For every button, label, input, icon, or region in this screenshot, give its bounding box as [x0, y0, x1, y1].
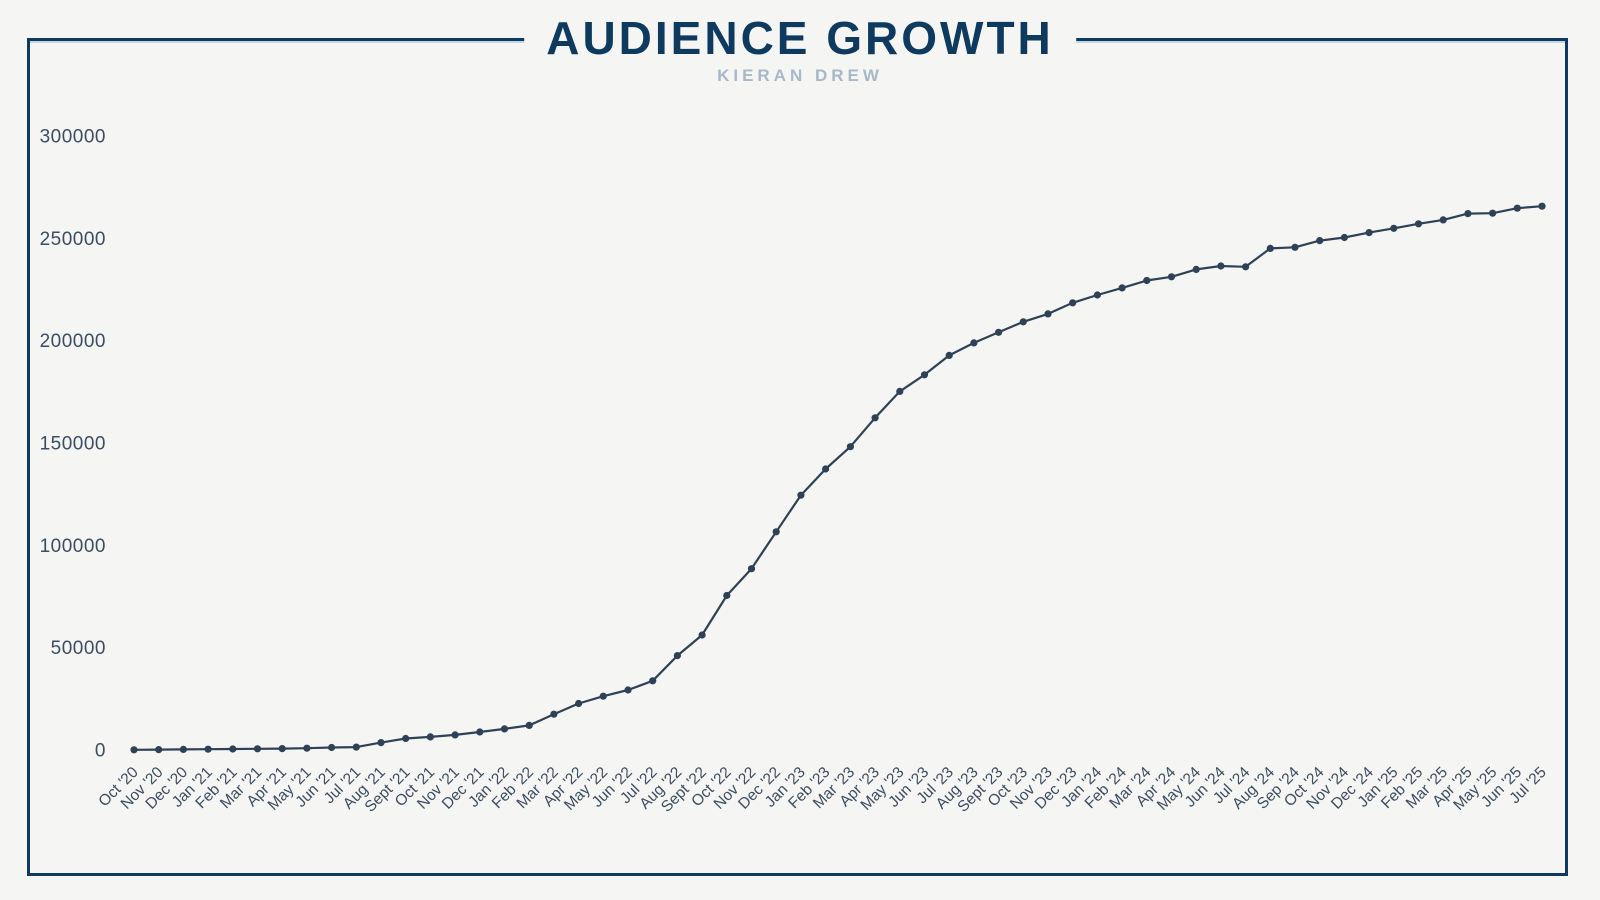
- y-tick-label: 200000: [40, 331, 106, 352]
- data-point: [1538, 202, 1546, 210]
- data-point: [871, 414, 879, 422]
- data-point: [698, 631, 706, 639]
- data-point: [1019, 318, 1027, 326]
- data-point: [204, 745, 212, 753]
- data-point: [500, 725, 509, 733]
- data-point: [673, 652, 682, 660]
- data-point: [1316, 237, 1324, 245]
- data-point: [1242, 263, 1250, 271]
- data-point: [1118, 284, 1126, 292]
- data-point: [1439, 216, 1447, 224]
- data-point: [377, 739, 385, 747]
- data-point: [1414, 220, 1423, 228]
- data-point: [1044, 310, 1052, 318]
- data-point: [822, 465, 830, 473]
- data-point: [1340, 233, 1348, 242]
- data-point: [229, 745, 237, 753]
- data-point: [1464, 210, 1472, 218]
- y-tick-label: 250000: [40, 229, 106, 250]
- data-point: [920, 371, 929, 379]
- data-point: [253, 745, 262, 753]
- chart-subtitle: KIERAN DREW: [717, 66, 883, 85]
- data-point: [402, 734, 410, 743]
- data-point: [747, 565, 756, 573]
- y-tick-label: 100000: [40, 536, 106, 557]
- data-point: [1069, 299, 1077, 307]
- data-point: [846, 443, 855, 451]
- data-point: [575, 699, 583, 708]
- y-tick-label: 0: [95, 741, 106, 762]
- data-point: [155, 746, 163, 754]
- data-point: [550, 710, 558, 718]
- data-point: [723, 591, 731, 600]
- data-point: [328, 743, 336, 752]
- data-point: [1217, 262, 1225, 270]
- data-point: [1192, 265, 1200, 273]
- data-point: [1143, 276, 1151, 285]
- data-point: [1365, 229, 1373, 237]
- data-point: [525, 721, 533, 730]
- data-point: [1291, 243, 1299, 251]
- data-point: [995, 328, 1003, 336]
- data-point: [624, 686, 632, 694]
- data-point: [130, 746, 138, 754]
- data-point: [1167, 273, 1176, 281]
- data-point: [426, 733, 434, 741]
- data-point: [1093, 291, 1101, 299]
- y-tick-label: 50000: [51, 638, 106, 659]
- chart-title: AUDIENCE GROWTH: [546, 12, 1054, 64]
- y-tick-label: 150000: [40, 434, 106, 455]
- y-tick-label: 300000: [40, 127, 106, 148]
- data-point: [970, 339, 978, 347]
- chart-header: AUDIENCE GROWTH KIERAN DREW: [524, 12, 1076, 86]
- data-point: [303, 744, 311, 752]
- data-point: [1266, 244, 1274, 252]
- data-point: [179, 745, 187, 754]
- data-point: [451, 731, 459, 739]
- data-point: [896, 387, 904, 395]
- data-point: [797, 491, 805, 499]
- data-point: [599, 692, 607, 700]
- data-point: [352, 743, 360, 751]
- growth-line: [132, 205, 1544, 751]
- data-point: [1489, 209, 1497, 217]
- data-point: [772, 528, 780, 536]
- data-point: [1390, 224, 1398, 232]
- data-point: [278, 745, 286, 753]
- data-point: [649, 677, 657, 685]
- data-point: [945, 351, 953, 359]
- data-point: [476, 728, 484, 736]
- data-point: [1513, 204, 1521, 212]
